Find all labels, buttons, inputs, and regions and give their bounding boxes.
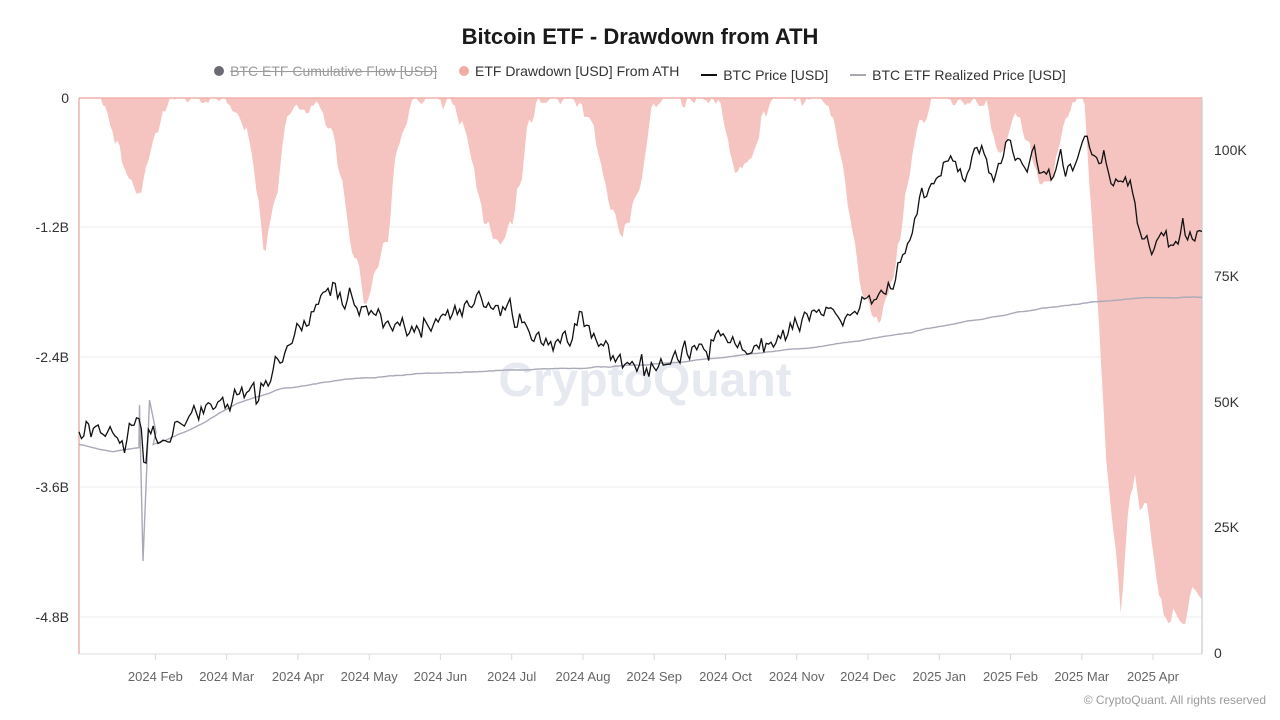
svg-text:2024 Feb: 2024 Feb [128,669,183,684]
svg-text:2024 Oct: 2024 Oct [699,669,752,684]
svg-text:-4.8B: -4.8B [36,609,69,625]
svg-text:2025 Feb: 2025 Feb [983,669,1038,684]
svg-text:25K: 25K [1214,519,1240,535]
svg-text:2025 Mar: 2025 Mar [1054,669,1110,684]
svg-text:2024 Nov: 2024 Nov [769,669,825,684]
svg-text:2024 Aug: 2024 Aug [556,669,611,684]
svg-text:2024 Jun: 2024 Jun [414,669,468,684]
svg-text:50K: 50K [1214,394,1240,410]
svg-text:2025 Jan: 2025 Jan [913,669,967,684]
svg-text:-2.4B: -2.4B [36,349,69,365]
svg-text:0: 0 [61,90,69,106]
svg-text:0: 0 [1214,645,1222,661]
svg-text:2025 Apr: 2025 Apr [1127,669,1180,684]
svg-text:2024 Mar: 2024 Mar [199,669,255,684]
svg-text:75K: 75K [1214,268,1240,284]
svg-text:-1.2B: -1.2B [36,219,69,235]
svg-text:2024 Sep: 2024 Sep [626,669,682,684]
svg-text:2024 Apr: 2024 Apr [272,669,325,684]
svg-text:2024 Dec: 2024 Dec [840,669,896,684]
svg-text:2024 May: 2024 May [341,669,399,684]
svg-text:100K: 100K [1214,142,1247,158]
svg-text:2024 Jul: 2024 Jul [487,669,536,684]
svg-text:-3.6B: -3.6B [36,479,69,495]
svg-text:CryptoQuant: CryptoQuant [498,354,791,407]
